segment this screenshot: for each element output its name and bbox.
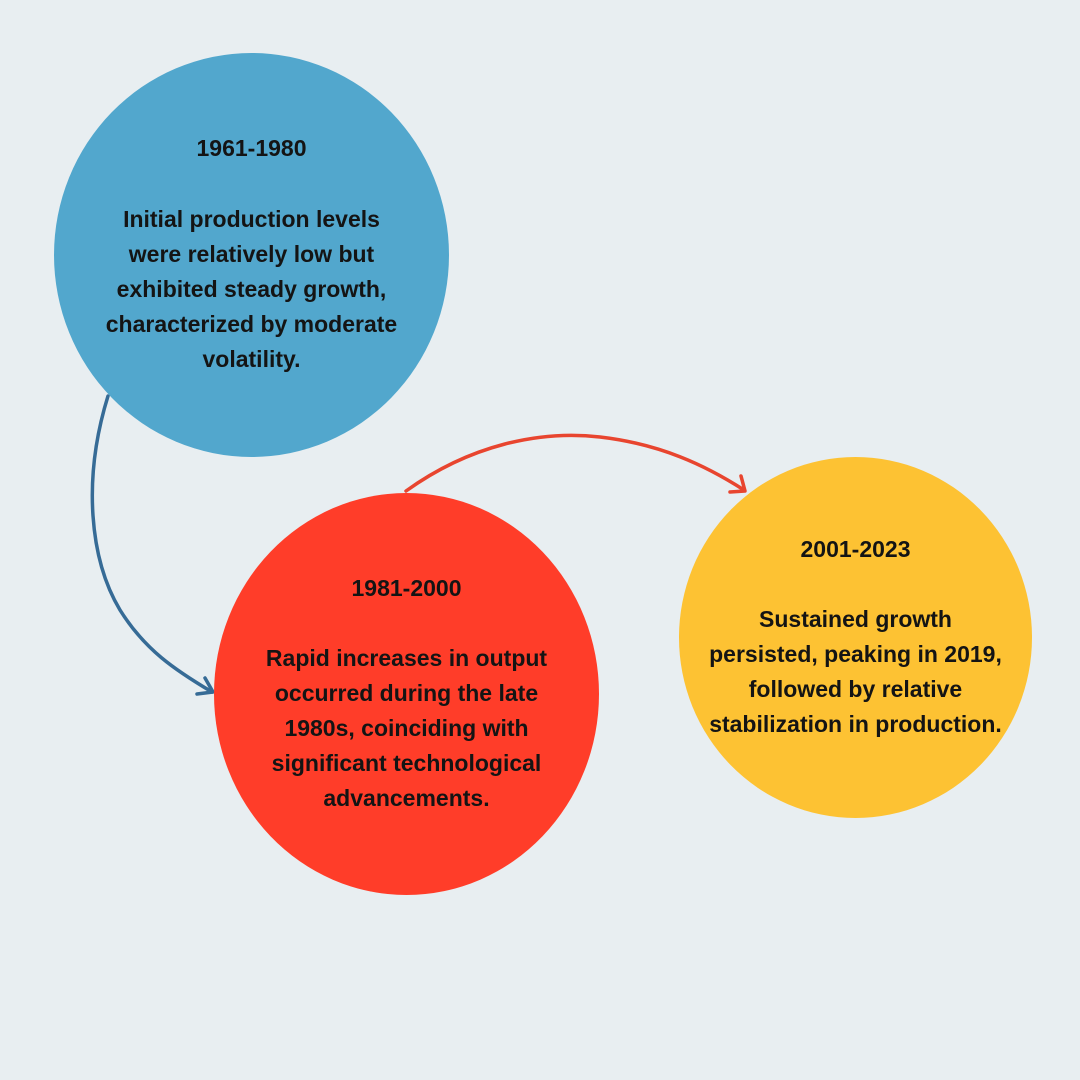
arrow-stage1-to-stage2: [90, 394, 214, 694]
arrow-stage2-to-stage3: [404, 433, 746, 493]
stage-circle-2001-2023: 2001-2023 Sustained growth persisted, pe…: [679, 457, 1032, 818]
stage-circle-1981-2000: 1981-2000 Rapid increases in output occu…: [214, 493, 599, 895]
arrowhead-stage3: [728, 474, 747, 494]
stage-period: 1981-2000: [351, 574, 462, 601]
stage-description: Rapid increases in output occurred durin…: [265, 644, 548, 811]
stage-description: Initial production levels were relativel…: [105, 206, 398, 372]
stage-description: Sustained growth persisted, peaking in 2…: [709, 605, 1002, 737]
stage-period: 1961-1980: [196, 135, 307, 161]
arrowhead-stage2: [195, 676, 215, 696]
stage-circle-1961-1980: 1961-1980 Initial production levels were…: [54, 53, 449, 457]
stage-period: 2001-2023: [800, 535, 911, 562]
